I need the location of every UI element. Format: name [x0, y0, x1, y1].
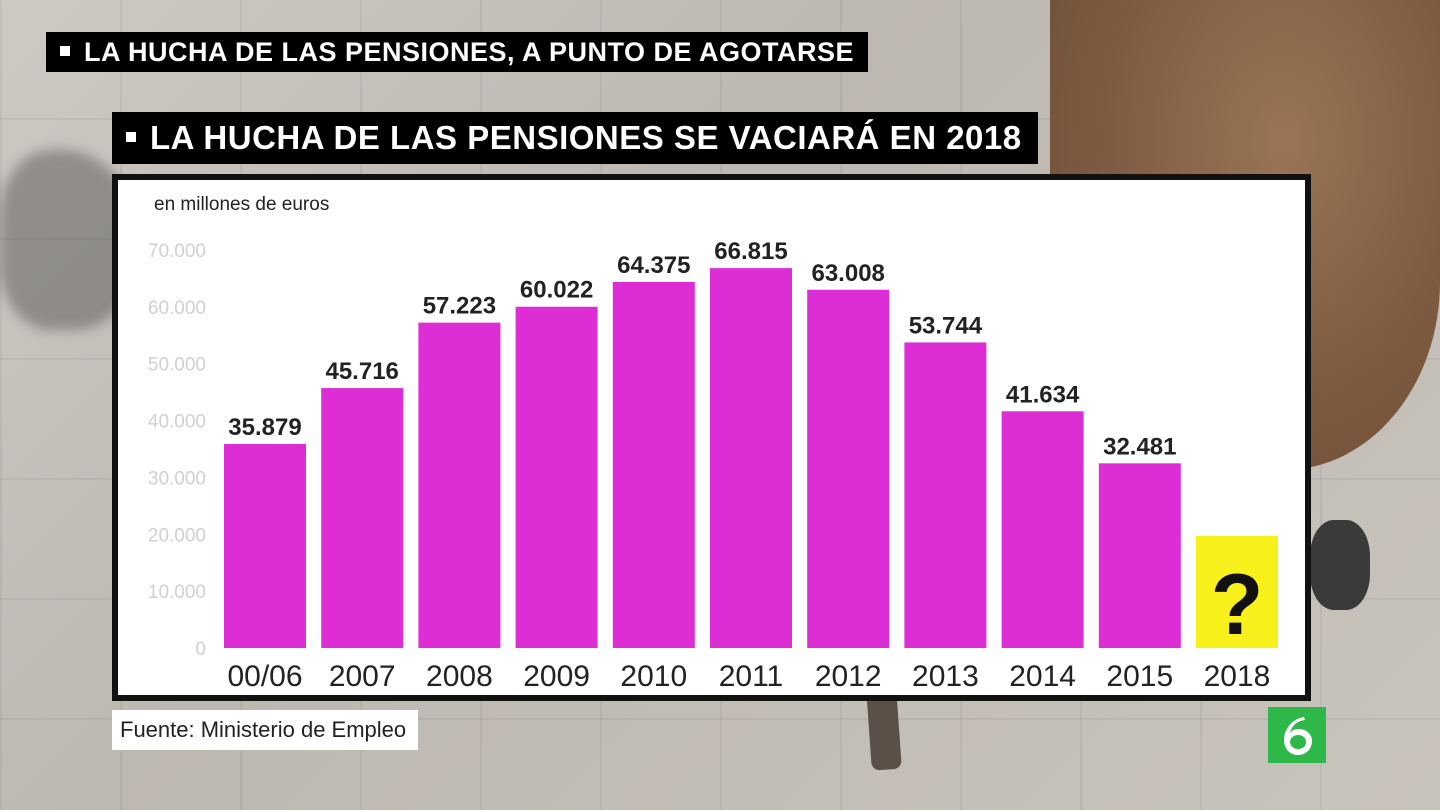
- bar-value-label: 63.008: [811, 260, 884, 287]
- background-boot: [1310, 520, 1370, 610]
- lasexta-logo-icon: [1268, 707, 1326, 763]
- bar-value-label: 53.744: [909, 312, 983, 339]
- bar: [612, 281, 695, 648]
- y-tick-label: 20.000: [148, 525, 206, 546]
- chart-panel: en millones de euros 0 10.000 20.000 30.000 4…: [112, 174, 1311, 701]
- bar: [807, 289, 890, 648]
- headline-top: LA HUCHA DE LAS PENSIONES, A PUNTO DE AG…: [46, 32, 869, 72]
- x-category-label: 2014: [1009, 660, 1076, 693]
- bar-value-label: 64.375: [617, 252, 690, 279]
- bar: [1001, 411, 1084, 648]
- x-category-label: 2008: [426, 660, 493, 693]
- bar-value-label: 60.022: [520, 277, 593, 304]
- unknown-value-box: [1196, 536, 1278, 648]
- bar: [515, 306, 598, 648]
- bar-value-label: 41.634: [1006, 381, 1080, 408]
- bar: [710, 268, 792, 648]
- x-category-label: 2013: [912, 660, 979, 693]
- x-category-label: 00/06: [227, 660, 302, 693]
- x-category-label: 2011: [719, 660, 784, 693]
- y-tick-label: 70.000: [148, 241, 206, 262]
- bar: [418, 322, 501, 648]
- question-mark-label: ?: [1211, 557, 1264, 653]
- headline-main-text: LA HUCHA DE LAS PENSIONES SE VACIARÁ EN …: [150, 119, 1022, 156]
- unit-label: en millones de euros: [154, 194, 329, 215]
- x-category-label: 2009: [523, 660, 590, 693]
- bar-chart: en millones de euros 0 10.000 20.000 30.000 4…: [148, 194, 1278, 693]
- x-category-label: 2007: [329, 660, 396, 693]
- bar-value-label: 32.481: [1103, 433, 1176, 460]
- x-category-label: 2015: [1106, 660, 1173, 693]
- bar-value-label: 66.815: [714, 238, 787, 265]
- bar: [1098, 463, 1181, 648]
- bar: [321, 388, 404, 648]
- headline-main: LA HUCHA DE LAS PENSIONES SE VACIARÁ EN …: [112, 112, 1038, 164]
- bar: [904, 342, 987, 648]
- x-category-label: 2010: [620, 660, 687, 693]
- x-category-label: 2012: [815, 660, 882, 693]
- bar-value-label: 35.879: [228, 414, 301, 441]
- bar-value-label: 57.223: [423, 293, 496, 320]
- y-tick-label: 30.000: [148, 468, 206, 489]
- x-category-label: 2018: [1204, 660, 1271, 693]
- bar: [224, 444, 306, 648]
- headline-top-text: LA HUCHA DE LAS PENSIONES, A PUNTO DE AG…: [84, 37, 855, 67]
- bullet-square-icon: [60, 45, 70, 56]
- y-tick-label: 60.000: [148, 298, 206, 319]
- y-tick-label: 40.000: [148, 412, 206, 433]
- y-tick-label: 10.000: [148, 582, 206, 603]
- y-tick-label: 0: [195, 639, 206, 660]
- bar-value-label: 45.716: [325, 358, 398, 385]
- source-caption: Fuente: Ministerio de Empleo: [112, 710, 419, 750]
- bullet-square-icon: [126, 132, 136, 143]
- y-tick-label: 50.000: [148, 355, 206, 376]
